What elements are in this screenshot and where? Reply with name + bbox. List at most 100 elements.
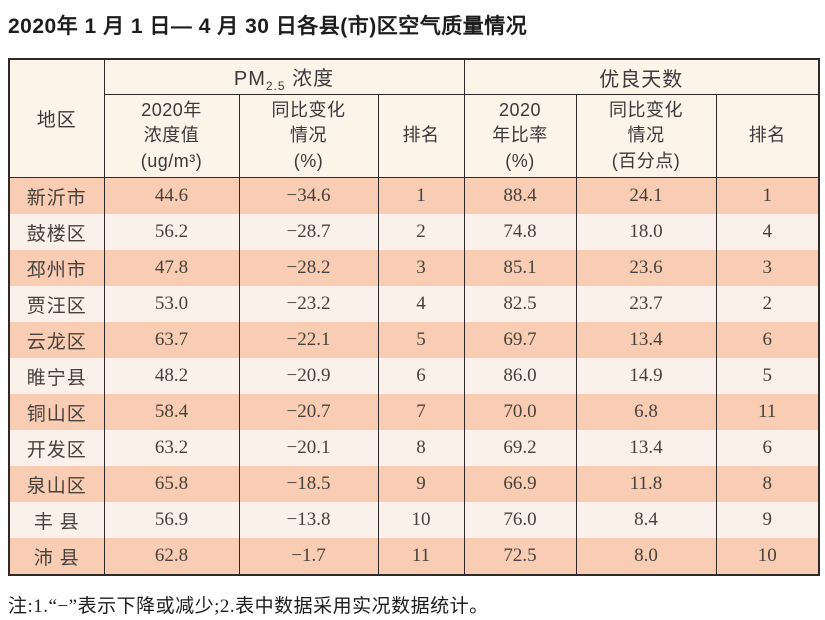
region-cell: 开发区: [8, 430, 105, 466]
table-row: 铜山区 58.4 −20.7 7 70.0 6.8 11: [8, 394, 820, 430]
pm-value-cell: 44.6: [103, 177, 240, 214]
rate-rank-cell: 6: [715, 430, 820, 466]
table-row: 邳州市 47.8 −28.2 3 85.1 23.6 3: [8, 250, 820, 286]
table-row: 贾汪区 53.0 −23.2 4 82.5 23.7 2: [8, 286, 820, 322]
pm-change-cell: −34.6: [238, 177, 379, 214]
rate-value-cell: 76.0: [463, 502, 577, 538]
region-cell: 贾汪区: [8, 286, 105, 322]
table-row: 丰 县 56.9 −13.8 10 76.0 8.4 9: [8, 502, 820, 538]
pm-rank-cell: 1: [377, 177, 465, 214]
rate-value-cell: 85.1: [463, 250, 577, 286]
column-header-pm-change: 同比变化 情况 (%): [238, 94, 379, 178]
region-cell: 睢宁县: [8, 358, 105, 394]
pm-rank-cell: 10: [377, 502, 465, 538]
column-group-pm25: PM2.5 浓度: [103, 59, 465, 95]
pm-value-cell: 58.4: [103, 394, 240, 430]
column-header-rate-change: 同比变化 情况 (百分点): [575, 94, 717, 178]
rate-rank-cell: 1: [715, 177, 820, 214]
pm-rank-cell: 5: [377, 322, 465, 358]
pm-value-cell: 63.7: [103, 322, 240, 358]
column-header-pm-rank: 排名: [377, 94, 465, 178]
pm-change-cell: −28.2: [238, 250, 379, 286]
pm-rank-cell: 3: [377, 250, 465, 286]
pm-rank-cell: 11: [377, 538, 465, 575]
rate-change-cell: 8.0: [575, 538, 717, 575]
region-cell: 铜山区: [8, 394, 105, 430]
rate-change-cell: 23.7: [575, 286, 717, 322]
rate-rank-cell: 11: [715, 394, 820, 430]
pm25-label-suffix: 浓度: [285, 67, 335, 90]
rate-value-cell: 82.5: [463, 286, 577, 322]
pm-rank-cell: 2: [377, 214, 465, 250]
rate-change-cell: 8.4: [575, 502, 717, 538]
table-row: 睢宁县 48.2 −20.9 6 86.0 14.9 5: [8, 358, 820, 394]
table-row: 沛 县 62.8 −1.7 11 72.5 8.0 10: [8, 538, 820, 575]
rate-change-cell: 11.8: [575, 466, 717, 502]
column-group-good-days: 优良天数: [463, 59, 820, 95]
rate-change-cell: 13.4: [575, 322, 717, 358]
pm25-label-prefix: PM: [233, 67, 266, 90]
rate-rank-cell: 3: [715, 250, 820, 286]
pm-change-cell: −20.9: [238, 358, 379, 394]
rate-value-cell: 86.0: [463, 358, 577, 394]
pm-change-cell: −28.7: [238, 214, 379, 250]
table-row: 泉山区 65.8 −18.5 9 66.9 11.8 8: [8, 466, 820, 502]
column-header-rate-rank: 排名: [715, 94, 820, 178]
pm-change-cell: −20.1: [238, 430, 379, 466]
pm-value-cell: 47.8: [103, 250, 240, 286]
column-header-region: 地区: [8, 59, 105, 178]
pm-change-cell: −1.7: [238, 538, 379, 575]
rate-value-cell: 69.2: [463, 430, 577, 466]
pm-change-cell: −22.1: [238, 322, 379, 358]
rate-rank-cell: 4: [715, 214, 820, 250]
region-cell: 云龙区: [8, 322, 105, 358]
pm-value-cell: 56.9: [103, 502, 240, 538]
pm-rank-cell: 6: [377, 358, 465, 394]
rate-rank-cell: 9: [715, 502, 820, 538]
rate-rank-cell: 10: [715, 538, 820, 575]
pm-change-cell: −13.8: [238, 502, 379, 538]
pm-rank-cell: 4: [377, 286, 465, 322]
rate-change-cell: 13.4: [575, 430, 717, 466]
rate-value-cell: 74.8: [463, 214, 577, 250]
rate-change-cell: 18.0: [575, 214, 717, 250]
table-row: 云龙区 63.7 −22.1 5 69.7 13.4 6: [8, 322, 820, 358]
pm-value-cell: 62.8: [103, 538, 240, 575]
pm-change-cell: −20.7: [238, 394, 379, 430]
pm-value-cell: 53.0: [103, 286, 240, 322]
rate-value-cell: 72.5: [463, 538, 577, 575]
pm25-label-subscript: 2.5: [265, 78, 286, 93]
column-header-rate-value: 2020 年比率 (%): [463, 94, 577, 178]
pm25-label: PM2.5 浓度: [233, 67, 335, 93]
rate-rank-cell: 2: [715, 286, 820, 322]
rate-change-cell: 23.6: [575, 250, 717, 286]
page-title: 2020年 1 月 1 日— 4 月 30 日各县(市)区空气质量情况: [8, 15, 528, 38]
pm-rank-cell: 9: [377, 466, 465, 502]
region-cell: 泉山区: [8, 466, 105, 502]
column-header-pm-value: 2020年 浓度值 (ug/m³): [103, 94, 240, 178]
rate-value-cell: 70.0: [463, 394, 577, 430]
table-row: 开发区 63.2 −20.1 8 69.2 13.4 6: [8, 430, 820, 466]
table-row: 新沂市 44.6 −34.6 1 88.4 24.1 1: [8, 177, 820, 214]
pm-rank-cell: 7: [377, 394, 465, 430]
rate-change-cell: 14.9: [575, 358, 717, 394]
rate-rank-cell: 8: [715, 466, 820, 502]
region-cell: 沛 县: [8, 538, 105, 575]
rate-change-cell: 6.8: [575, 394, 717, 430]
rate-value-cell: 88.4: [463, 177, 577, 214]
pm-value-cell: 48.2: [103, 358, 240, 394]
rate-value-cell: 69.7: [463, 322, 577, 358]
region-cell: 鼓楼区: [8, 214, 105, 250]
rate-value-cell: 66.9: [463, 466, 577, 502]
table-subheader-row: 2020年 浓度值 (ug/m³) 同比变化 情况 (%) 排名 2020 年比率 (%) …: [9, 94, 820, 178]
rate-rank-cell: 6: [715, 322, 820, 358]
table-row: 鼓楼区 56.2 −28.7 2 74.8 18.0 4: [8, 214, 820, 250]
pm-value-cell: 56.2: [103, 214, 240, 250]
pm-change-cell: −23.2: [238, 286, 379, 322]
pm-value-cell: 65.8: [103, 466, 240, 502]
footnote: 注:1.“−”表示下降或减少;2.表中数据采用实况数据统计。: [8, 596, 489, 617]
region-cell: 丰 县: [8, 502, 105, 538]
pm-value-cell: 63.2: [103, 430, 240, 466]
region-cell: 新沂市: [8, 177, 105, 214]
